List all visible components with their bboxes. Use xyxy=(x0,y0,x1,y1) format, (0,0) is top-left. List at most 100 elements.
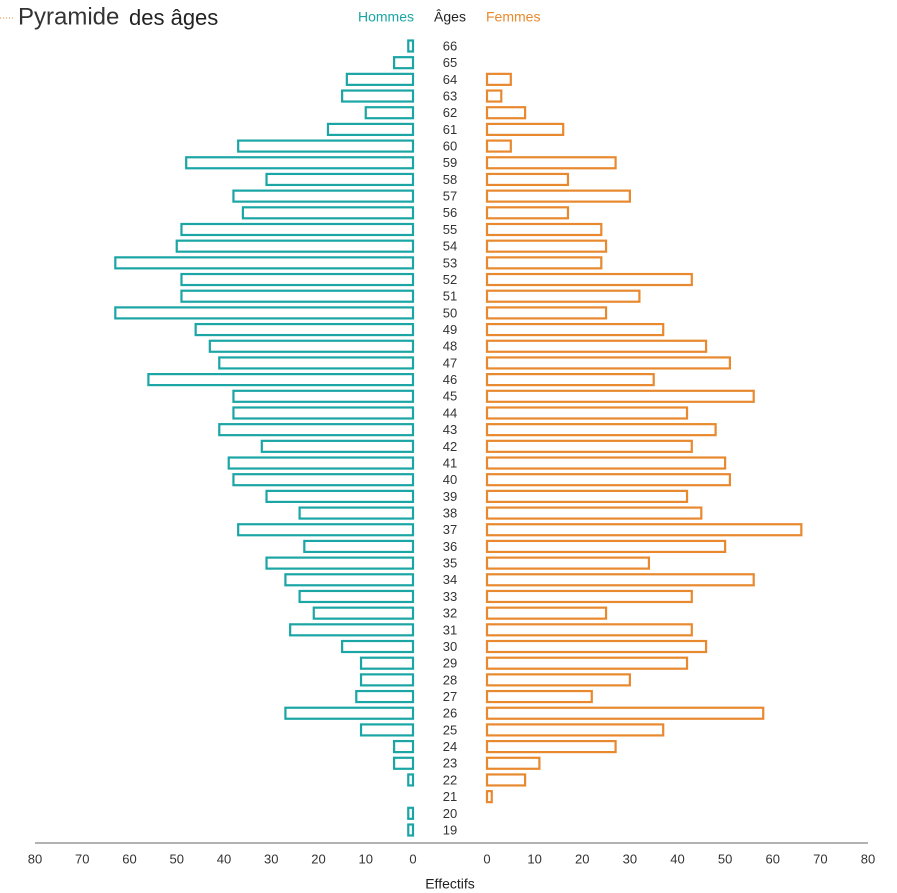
bar xyxy=(485,406,689,420)
age-label: 42 xyxy=(443,439,457,454)
bar xyxy=(485,322,665,337)
x-axis-label: Effectifs xyxy=(425,876,475,892)
bar xyxy=(485,639,708,654)
bar xyxy=(485,506,703,520)
bar xyxy=(485,289,641,303)
bar xyxy=(485,172,570,187)
bar xyxy=(218,356,415,370)
age-label: 56 xyxy=(443,205,457,220)
age-label: 63 xyxy=(443,88,457,103)
age-label: 66 xyxy=(443,38,457,53)
bar xyxy=(284,573,415,587)
bar xyxy=(485,539,727,554)
bar xyxy=(393,739,415,754)
bar xyxy=(289,623,415,637)
bar xyxy=(485,673,631,687)
bar xyxy=(485,656,689,670)
bar xyxy=(485,272,693,287)
bar xyxy=(359,656,415,670)
age-label: 24 xyxy=(443,739,457,754)
bar xyxy=(312,606,415,620)
age-label: 46 xyxy=(443,372,457,387)
x-tick-label: 80 xyxy=(28,851,42,866)
bar xyxy=(341,639,415,654)
bar xyxy=(298,589,415,604)
age-label: 61 xyxy=(443,122,457,137)
bar xyxy=(485,706,765,720)
age-label: 60 xyxy=(443,139,457,154)
age-label: 59 xyxy=(443,155,457,170)
bar xyxy=(114,306,415,320)
bar xyxy=(232,406,415,420)
age-label: 28 xyxy=(443,672,457,687)
age-label: 54 xyxy=(443,239,457,254)
bar xyxy=(485,222,603,237)
age-label: 26 xyxy=(443,706,457,721)
category-header: Âges xyxy=(434,9,466,25)
bar xyxy=(485,423,717,437)
bar xyxy=(485,473,731,487)
bar xyxy=(341,89,415,103)
bar xyxy=(485,106,527,120)
bar xyxy=(485,306,608,320)
age-label: 65 xyxy=(443,55,457,70)
bar xyxy=(485,689,593,704)
bar xyxy=(284,706,415,720)
bar xyxy=(485,189,631,203)
bar xyxy=(393,56,415,70)
bar xyxy=(485,556,651,570)
age-label: 35 xyxy=(443,556,457,571)
bar xyxy=(180,272,415,287)
x-tick-label: 70 xyxy=(75,851,89,866)
bar xyxy=(227,456,415,470)
x-tick-label: 0 xyxy=(409,851,416,866)
age-label: 57 xyxy=(443,189,457,204)
age-label: 19 xyxy=(443,822,457,837)
bar xyxy=(485,122,565,137)
age-label: 21 xyxy=(443,789,457,804)
bar xyxy=(298,506,415,520)
bar xyxy=(345,72,415,86)
age-label: 48 xyxy=(443,339,457,354)
age-label: 36 xyxy=(443,539,457,554)
title-rest: des âges xyxy=(129,5,218,30)
age-label: 34 xyxy=(443,572,457,587)
bar xyxy=(265,489,415,503)
age-label: 47 xyxy=(443,355,457,370)
age-label: 39 xyxy=(443,489,457,504)
bar xyxy=(260,439,415,453)
bar xyxy=(485,623,693,637)
bar xyxy=(237,139,415,153)
age-label: 31 xyxy=(443,622,457,637)
bar xyxy=(485,356,731,370)
bar xyxy=(265,172,415,187)
bar xyxy=(359,673,415,687)
x-tick-label: 60 xyxy=(766,851,780,866)
legend-label: Hommes xyxy=(358,9,414,25)
x-tick-label: 20 xyxy=(575,851,589,866)
age-label: 40 xyxy=(443,472,457,487)
title-highlight: Pyramide xyxy=(18,3,119,30)
bar xyxy=(485,573,755,587)
bar xyxy=(241,206,415,220)
bar xyxy=(208,339,415,353)
age-label: 33 xyxy=(443,589,457,604)
bar xyxy=(485,589,693,604)
age-label: 32 xyxy=(443,606,457,621)
x-tick-label: 10 xyxy=(527,851,541,866)
bar xyxy=(407,39,415,53)
age-label: 30 xyxy=(443,639,457,654)
bar xyxy=(485,606,608,620)
age-label: 52 xyxy=(443,272,457,287)
bar xyxy=(232,473,415,487)
bar xyxy=(180,289,415,303)
x-tick-label: 60 xyxy=(122,851,136,866)
x-tick-label: 0 xyxy=(483,851,490,866)
age-label: 55 xyxy=(443,222,457,237)
bar xyxy=(485,773,527,787)
bar xyxy=(359,723,415,737)
bar xyxy=(485,489,689,503)
age-label: 50 xyxy=(443,305,457,320)
bar xyxy=(407,773,415,787)
